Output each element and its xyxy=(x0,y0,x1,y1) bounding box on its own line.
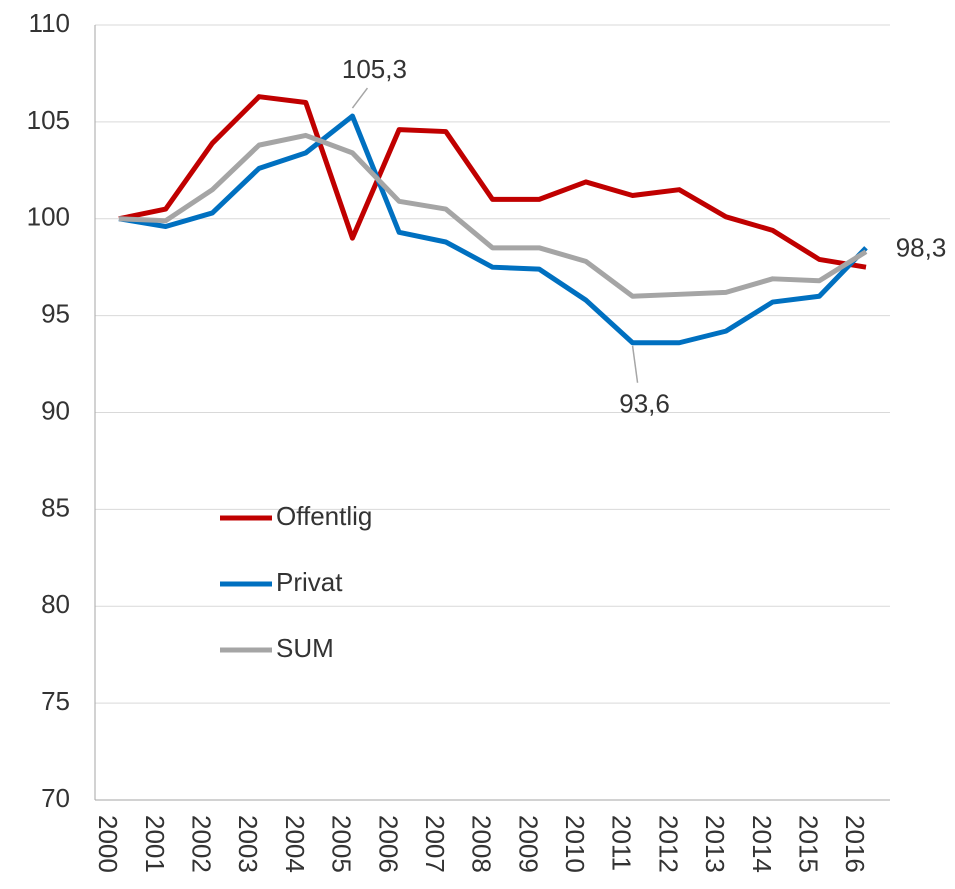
y-tick-label: 95 xyxy=(41,299,70,329)
x-tick-label: 2010 xyxy=(560,815,590,873)
y-tick-label: 105 xyxy=(27,105,70,135)
line-series xyxy=(118,113,868,346)
y-tick-label: 80 xyxy=(41,589,70,619)
x-tick-label: 2011 xyxy=(607,815,637,871)
y-tick-label: 100 xyxy=(27,202,70,232)
legend-label: SUM xyxy=(276,633,334,663)
data-label: 105,3 xyxy=(342,54,407,84)
leader-line xyxy=(631,345,639,383)
y-tick-label: 75 xyxy=(41,686,70,716)
x-tick-label: 2004 xyxy=(280,815,310,873)
x-tick-label: 2003 xyxy=(233,815,263,873)
x-tick-label: 2005 xyxy=(327,815,357,873)
x-tick-label: 2007 xyxy=(420,815,450,873)
leader-line xyxy=(351,87,369,109)
x-tick-label: 2013 xyxy=(700,815,730,873)
x-tick-label: 2008 xyxy=(467,815,497,873)
data-label: 93,6 xyxy=(619,389,670,419)
legend-label: Privat xyxy=(276,567,343,597)
legend-label: Offentlig xyxy=(276,501,372,531)
line-series xyxy=(118,132,868,299)
x-tick-label: 2014 xyxy=(747,815,777,873)
x-tick-label: 2002 xyxy=(187,815,217,873)
y-tick-label: 90 xyxy=(41,395,70,425)
data-label: 98,3 xyxy=(896,233,947,263)
y-tick-label: 85 xyxy=(41,492,70,522)
y-tick-label: 110 xyxy=(29,8,70,38)
y-tick-label: 70 xyxy=(41,783,70,813)
x-tick-label: 2012 xyxy=(653,815,683,873)
x-tick-label: 2000 xyxy=(93,815,123,873)
x-tick-label: 2006 xyxy=(373,815,403,873)
x-tick-label: 2001 xyxy=(140,815,170,873)
line-series xyxy=(118,94,867,270)
x-tick-label: 2016 xyxy=(840,815,870,873)
x-tick-label: 2009 xyxy=(513,815,543,873)
x-tick-label: 2015 xyxy=(793,815,823,873)
